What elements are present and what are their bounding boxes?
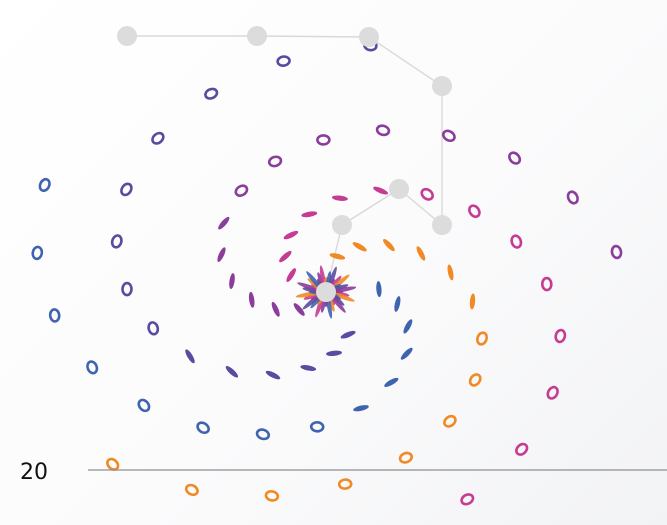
spiral-marks	[32, 40, 622, 506]
network-edges	[127, 36, 442, 292]
network-edge	[369, 37, 442, 86]
spiral-mark	[217, 215, 231, 231]
spiral-mark	[351, 241, 367, 254]
network-node[interactable]	[316, 282, 336, 302]
spiral-mark	[256, 428, 270, 440]
spiral-mark	[196, 421, 211, 435]
axis-tick-label: 20	[20, 460, 48, 485]
spiral-mark	[184, 483, 199, 497]
spiral-mark	[265, 369, 282, 381]
spiral-mark	[38, 178, 51, 193]
spiral-mark	[204, 87, 219, 100]
spiral-mark	[111, 234, 123, 248]
spiral-mark	[383, 376, 399, 388]
spiral-mark	[329, 252, 346, 261]
spiral-mark	[399, 451, 413, 464]
spiral-mark	[248, 292, 255, 309]
spiral-mark	[228, 273, 236, 290]
spiral-mark	[381, 238, 396, 253]
spiral-mark	[420, 187, 435, 202]
spiral-mark	[317, 135, 329, 144]
spiral-mark	[301, 210, 318, 218]
spiral-mark	[340, 329, 357, 340]
spiral-mark	[546, 385, 560, 400]
spiral-mark	[224, 364, 239, 379]
spiral-mark	[353, 404, 370, 413]
network-node[interactable]	[389, 179, 409, 199]
network-edge	[257, 36, 369, 37]
spiral-mark	[467, 204, 481, 219]
spiral-mark	[122, 283, 131, 295]
spiral-mark	[441, 129, 456, 143]
spiral-mark	[339, 479, 352, 489]
spiral-mark	[268, 155, 282, 167]
spiral-mark	[399, 346, 414, 361]
spiral-mark	[234, 184, 249, 198]
network-node[interactable]	[432, 215, 452, 235]
spiral-mark	[332, 195, 348, 202]
spiral-mark	[611, 245, 622, 258]
spiral-mark	[469, 293, 476, 309]
spiral-mark	[514, 442, 529, 457]
spiral-mark	[442, 414, 457, 428]
spiral-mark	[137, 398, 152, 413]
spiral-mark	[32, 246, 43, 259]
spiral-mark	[283, 229, 300, 241]
spiral-mark	[265, 490, 279, 501]
spiral-mark	[216, 246, 227, 263]
spiral-mark	[372, 185, 389, 196]
spiral-mark	[300, 364, 317, 372]
spiral-mark	[86, 360, 99, 375]
network-nodes	[117, 26, 452, 302]
spiral-mark	[270, 301, 281, 318]
spiral-mark	[542, 278, 552, 290]
network-node[interactable]	[117, 26, 137, 46]
spiral-mark	[566, 190, 579, 205]
spiral-mark	[277, 56, 290, 67]
spiral-mark	[50, 309, 60, 322]
network-edge	[342, 189, 399, 225]
spiral-mark	[376, 124, 390, 136]
network-node[interactable]	[247, 26, 267, 46]
network-node[interactable]	[332, 215, 352, 235]
spiral-mark	[555, 329, 567, 343]
spiral-mark	[402, 318, 414, 335]
spiral-mark	[468, 372, 482, 387]
spiral-mark	[278, 249, 293, 264]
spiral-mark	[510, 234, 522, 248]
spiral-mark	[311, 422, 323, 432]
spiral-mark	[460, 493, 475, 507]
spiral-mark	[119, 182, 133, 197]
spiral-mark	[507, 151, 522, 166]
spiral-mark	[376, 281, 382, 297]
spiral-mark	[147, 321, 159, 335]
spiral-mark	[326, 350, 342, 357]
network-node[interactable]	[432, 76, 452, 96]
spiral-mark	[285, 267, 298, 283]
spiral-mark	[476, 331, 489, 345]
spiral-mark	[150, 131, 165, 146]
spiral-mark	[415, 245, 427, 262]
spiral-mark	[446, 264, 454, 281]
spiral-mark	[292, 302, 306, 318]
spiral-mark	[184, 348, 197, 364]
network-node[interactable]	[359, 27, 379, 47]
spiral-mark	[393, 296, 401, 313]
